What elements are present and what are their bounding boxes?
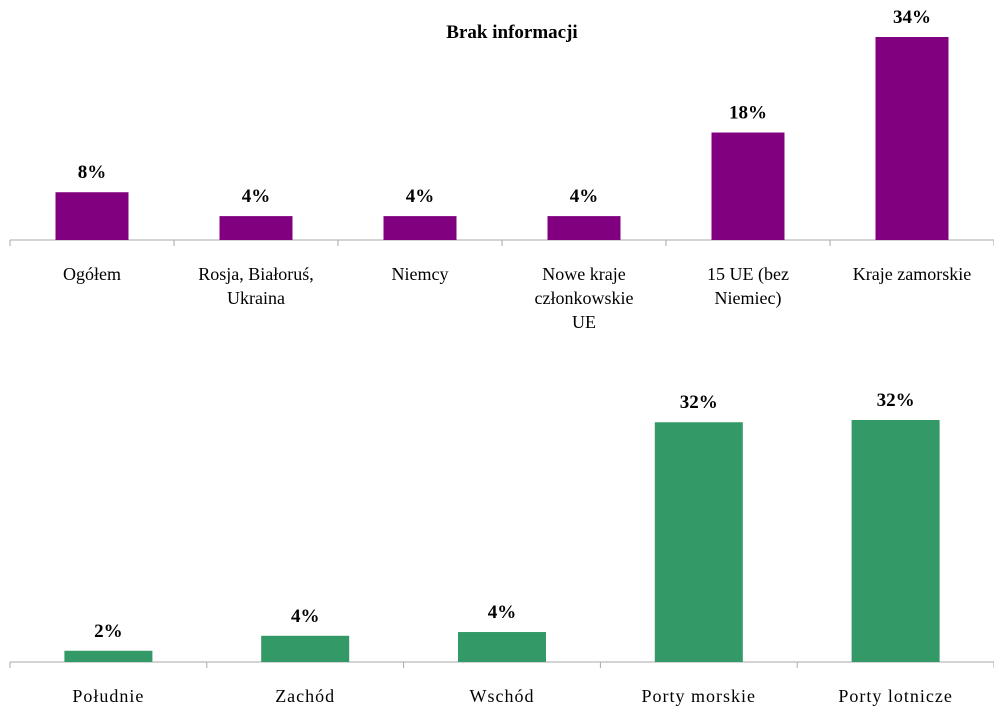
value-label: 32% [877, 390, 915, 411]
value-label: 8% [78, 162, 107, 183]
bar [219, 216, 293, 240]
bar [458, 632, 546, 662]
value-label: 4% [406, 186, 435, 207]
x-tick-label: 15 UE (bez Niemiec) [707, 264, 789, 308]
x-tick-label: Kraje zamorskie [852, 264, 972, 284]
bar [875, 37, 949, 240]
x-tick-label: Ogółem [63, 264, 121, 284]
bar [654, 422, 743, 662]
x-tick-label: Południe [72, 686, 145, 706]
value-label: 4% [291, 606, 320, 627]
x-tick-label: Rosja, Białoruś, Ukraina [198, 264, 314, 308]
value-label: 18% [729, 103, 767, 124]
bar [851, 420, 940, 662]
value-label: 2% [94, 621, 123, 642]
chart-title: Brak informacji [446, 22, 577, 43]
bar [383, 216, 457, 240]
bar [64, 650, 153, 662]
value-label: 4% [242, 186, 271, 207]
x-tick-label: Nowe kraje członkowskie UE [534, 264, 634, 332]
x-tick-label: Porty morskie [641, 686, 757, 706]
x-tick-label: Niemcy [391, 264, 449, 284]
x-tick-label: Porty lotnicze [838, 686, 953, 706]
bar [547, 216, 621, 240]
bar [261, 635, 350, 662]
bar [711, 132, 785, 240]
value-label: 4% [488, 602, 517, 623]
x-tick-label: Wschód [469, 686, 535, 706]
value-label: 34% [893, 7, 931, 28]
x-tick-label: Zachód [275, 686, 336, 706]
value-label: 4% [570, 186, 599, 207]
value-label: 32% [680, 392, 718, 413]
bar [55, 192, 129, 240]
